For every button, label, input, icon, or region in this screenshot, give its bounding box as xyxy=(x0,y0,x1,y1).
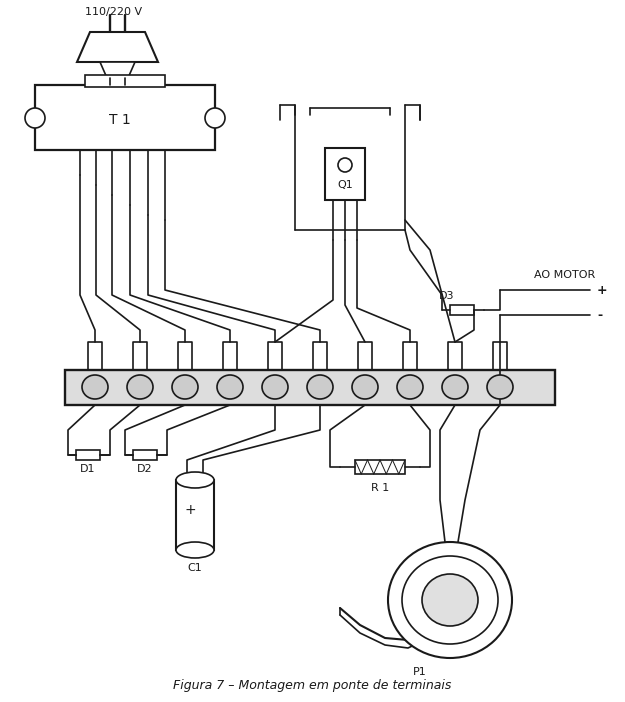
Ellipse shape xyxy=(127,375,153,399)
Text: D2: D2 xyxy=(138,464,153,474)
Ellipse shape xyxy=(388,542,512,658)
Text: R 1: R 1 xyxy=(371,483,389,493)
Text: Q1: Q1 xyxy=(337,180,353,190)
Bar xyxy=(85,75,165,87)
Bar xyxy=(35,85,215,150)
Text: T 1: T 1 xyxy=(109,113,131,127)
Text: 110/220 V: 110/220 V xyxy=(85,7,142,17)
Bar xyxy=(325,148,365,200)
Polygon shape xyxy=(77,32,158,62)
Ellipse shape xyxy=(487,375,513,399)
Text: C1: C1 xyxy=(188,563,202,573)
Ellipse shape xyxy=(402,556,498,644)
Ellipse shape xyxy=(338,158,352,172)
Text: AO MOTOR: AO MOTOR xyxy=(534,270,596,280)
Bar xyxy=(65,370,555,405)
Ellipse shape xyxy=(82,375,108,399)
Text: +: + xyxy=(597,284,608,296)
Ellipse shape xyxy=(205,108,225,128)
Text: D3: D3 xyxy=(439,291,455,301)
Bar xyxy=(76,450,100,460)
Bar xyxy=(133,450,157,460)
Ellipse shape xyxy=(172,375,198,399)
Text: +: + xyxy=(184,503,196,517)
Bar xyxy=(355,460,405,474)
Ellipse shape xyxy=(307,375,333,399)
Polygon shape xyxy=(100,62,135,78)
Ellipse shape xyxy=(442,375,468,399)
Bar xyxy=(450,305,474,315)
Ellipse shape xyxy=(422,574,478,626)
Text: Figura 7 – Montagem em ponte de terminais: Figura 7 – Montagem em ponte de terminai… xyxy=(173,679,451,692)
Text: P1: P1 xyxy=(413,667,427,677)
Ellipse shape xyxy=(352,375,378,399)
Bar xyxy=(176,480,214,550)
Ellipse shape xyxy=(262,375,288,399)
Ellipse shape xyxy=(397,375,423,399)
Ellipse shape xyxy=(25,108,45,128)
Ellipse shape xyxy=(176,542,214,558)
Text: D1: D1 xyxy=(80,464,96,474)
Ellipse shape xyxy=(217,375,243,399)
Ellipse shape xyxy=(176,472,214,488)
Text: -: - xyxy=(597,308,602,322)
